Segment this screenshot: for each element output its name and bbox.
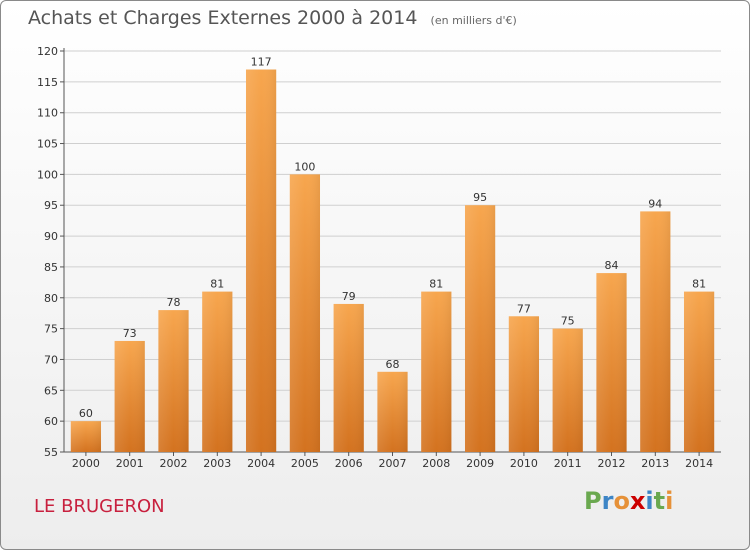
bar-shine [70, 421, 102, 452]
bar-value-label: 94 [648, 197, 662, 210]
bar-shine [464, 205, 496, 452]
x-tick-label: 2001 [116, 457, 144, 470]
bar-value-label: 78 [167, 296, 181, 309]
bar-value-label: 68 [386, 358, 400, 371]
chart-title-group: Achats et Charges Externes 2000 à 2014 (… [28, 7, 517, 29]
chart-title: Achats et Charges Externes 2000 à 2014 [28, 7, 418, 29]
y-tick-label: 95 [44, 199, 58, 212]
logo-letter: o [613, 487, 630, 515]
x-tick-label: 2006 [335, 457, 363, 470]
logo-letter: t [653, 487, 666, 515]
x-tick-label: 2009 [466, 457, 494, 470]
y-tick-label: 75 [44, 323, 58, 336]
labels: 55 60 65 70 75 80 85 90 95 100 105 110 115 120 2000 60 2… [37, 45, 713, 470]
y-tick-label: 80 [44, 292, 58, 305]
commune-name: LE BRUGERON [34, 496, 165, 517]
logo-letter: i [645, 487, 654, 515]
bars [70, 69, 715, 452]
bar-value-label: 79 [342, 290, 356, 303]
bar-value-label: 95 [473, 191, 487, 204]
logo-letter: r [601, 487, 614, 515]
bar-shine [158, 310, 189, 452]
x-tick-label: 2005 [291, 457, 319, 470]
x-tick-label: 2007 [379, 457, 407, 470]
logo-letter: i [665, 487, 674, 515]
bar-shine [552, 328, 583, 452]
bar-shine [289, 174, 321, 452]
y-tick-label: 110 [37, 107, 58, 120]
x-tick-label: 2000 [72, 457, 100, 470]
y-tick-label: 70 [44, 353, 58, 366]
bar-value-label: 73 [123, 327, 137, 340]
bar-value-label: 75 [561, 315, 575, 328]
bar-shine [596, 273, 627, 452]
x-tick-label: 2014 [685, 457, 713, 470]
y-tick-label: 105 [37, 138, 58, 151]
bar-shine [333, 303, 364, 452]
y-tick-label: 55 [44, 446, 58, 459]
bar-value-label: 81 [692, 278, 706, 291]
bar-shine [683, 291, 715, 452]
y-tick-label: 100 [37, 168, 58, 181]
bar-value-label: 100 [294, 160, 315, 173]
y-tick-label: 115 [37, 76, 58, 89]
logo-letter: x [629, 487, 646, 515]
proxiti-logo: Proxiti [584, 487, 673, 515]
bar-shine [640, 211, 671, 452]
bar-value-label: 77 [517, 302, 531, 315]
y-tick-label: 120 [37, 45, 58, 58]
bar-shine [377, 371, 408, 452]
x-tick-label: 2002 [160, 457, 188, 470]
bar-shine [114, 340, 145, 452]
bar-value-label: 81 [429, 278, 443, 291]
y-tick-label: 65 [44, 384, 58, 397]
bar-value-label: 60 [79, 407, 93, 420]
bar-shine [421, 291, 452, 452]
y-tick-label: 60 [44, 415, 58, 428]
bar-shine [245, 69, 277, 452]
bar-value-label: 84 [605, 259, 619, 272]
x-tick-label: 2010 [510, 457, 538, 470]
bar-value-label: 117 [251, 56, 272, 69]
y-tick-label: 85 [44, 261, 58, 274]
x-tick-label: 2012 [598, 457, 626, 470]
bar-shine [508, 316, 540, 452]
bar-shine [202, 291, 233, 452]
x-tick-label: 2013 [641, 457, 669, 470]
x-tick-label: 2011 [554, 457, 582, 470]
logo-letter: P [584, 487, 602, 515]
bar-value-label: 81 [210, 278, 224, 291]
x-tick-label: 2003 [203, 457, 231, 470]
x-tick-label: 2004 [247, 457, 275, 470]
chart-subtitle: (en milliers d'€) [430, 14, 517, 27]
y-tick-label: 90 [44, 230, 58, 243]
x-tick-label: 2008 [422, 457, 450, 470]
